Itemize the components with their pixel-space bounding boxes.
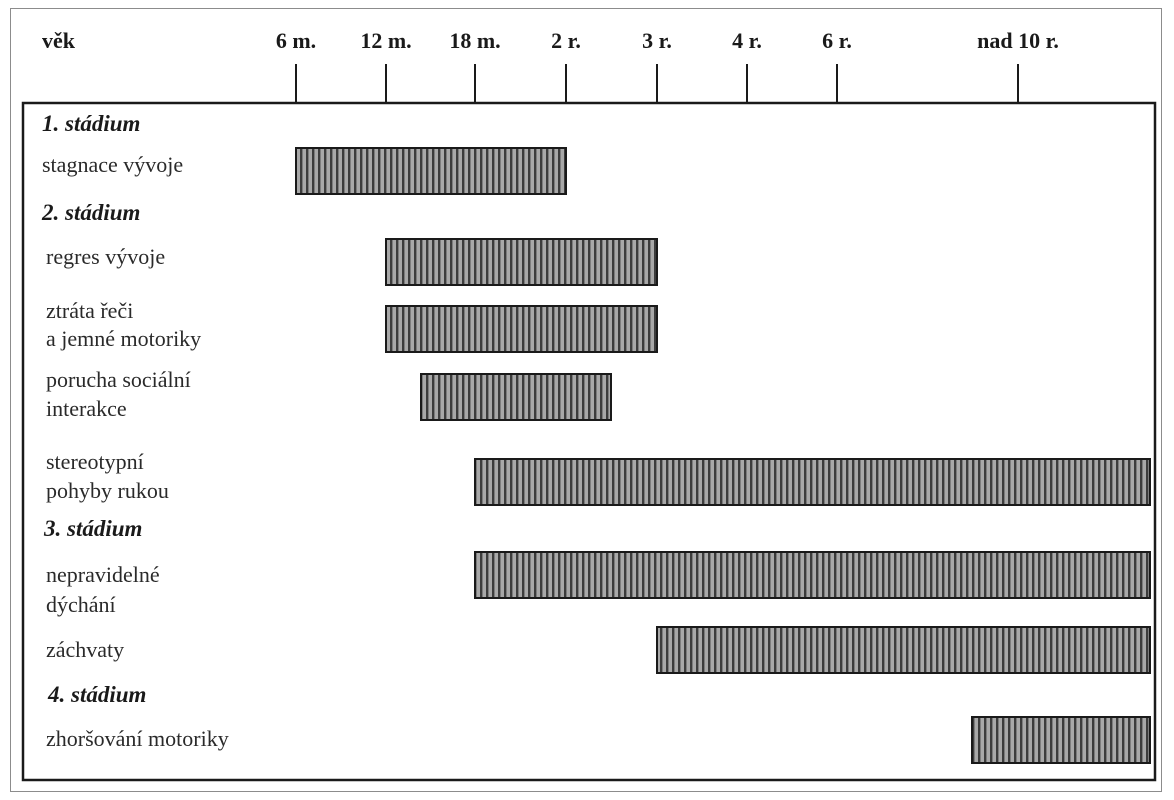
duration-bar bbox=[385, 305, 658, 353]
tick-label: nad 10 r. bbox=[977, 28, 1059, 53]
duration-bar bbox=[385, 238, 658, 286]
tick-label: 12 m. bbox=[360, 28, 411, 53]
stage-title: 2. stádium bbox=[41, 200, 140, 225]
row-label: záchvaty bbox=[46, 637, 124, 662]
row-label: zhoršování motoriky bbox=[46, 726, 229, 751]
tick-label: 3 r. bbox=[642, 28, 672, 53]
duration-bar bbox=[656, 626, 1151, 674]
duration-bar bbox=[420, 373, 612, 421]
chart-body bbox=[21, 101, 1157, 782]
tick-label: 6 m. bbox=[276, 28, 316, 53]
row-label: regres vývoje bbox=[46, 244, 165, 269]
row-label: stagnace vývoje bbox=[42, 152, 183, 177]
row-label: ztráta řeči a jemné motoriky bbox=[46, 298, 201, 351]
tick-label: 2 r. bbox=[551, 28, 581, 53]
stage-title: 4. stádium bbox=[47, 682, 146, 707]
row-label: nepravidelné dýchání bbox=[46, 562, 160, 617]
duration-bar bbox=[971, 716, 1151, 764]
stage-title: 3. stádium bbox=[43, 516, 142, 541]
duration-bar bbox=[295, 147, 567, 195]
duration-bar bbox=[474, 551, 1151, 599]
axis-label: věk bbox=[42, 28, 76, 53]
tick-label: 6 r. bbox=[822, 28, 852, 53]
row-label: stereotypní pohyby rukou bbox=[46, 449, 169, 503]
row-label: porucha sociální interakce bbox=[46, 367, 191, 421]
duration-bar bbox=[474, 458, 1151, 506]
tick-label: 4 r. bbox=[732, 28, 762, 53]
stage-title: 1. stádium bbox=[42, 111, 140, 136]
tick-label: 18 m. bbox=[449, 28, 500, 53]
